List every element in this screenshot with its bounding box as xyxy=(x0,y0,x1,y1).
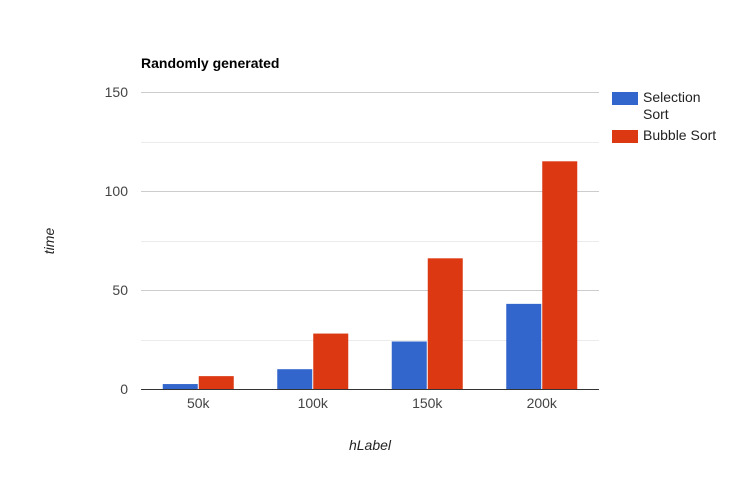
bar-selection-sort-200k[interactable] xyxy=(506,303,542,389)
bar-bubble-sort-50k[interactable] xyxy=(198,376,234,389)
chart-title: Randomly generated xyxy=(141,55,279,71)
legend-label: Bubble Sort xyxy=(643,127,716,143)
legend-swatch xyxy=(612,92,638,105)
y-tick-labels: 0 50 100 150 xyxy=(105,84,129,397)
x-tick-label: 200k xyxy=(527,395,558,411)
x-tick-label: 150k xyxy=(412,395,443,411)
gridlines xyxy=(141,92,599,341)
bar-bubble-sort-150k[interactable] xyxy=(427,258,463,389)
bar-selection-sort-100k[interactable] xyxy=(277,369,313,389)
bar-selection-sort-50k[interactable] xyxy=(162,384,198,389)
x-axis-title: hLabel xyxy=(349,437,392,453)
bar-selection-sort-150k[interactable] xyxy=(391,341,427,389)
legend-item-bubble-sort[interactable]: Bubble Sort xyxy=(612,127,716,143)
y-tick-label: 0 xyxy=(120,381,128,397)
legend-item-selection-sort[interactable]: Selection Sort xyxy=(612,89,701,122)
y-tick-label: 50 xyxy=(112,282,128,298)
y-axis-title: time xyxy=(41,228,57,255)
bars xyxy=(162,161,578,389)
x-tick-labels: 50k 100k 150k 200k xyxy=(187,395,558,411)
x-tick-label: 100k xyxy=(298,395,329,411)
legend-swatch xyxy=(612,130,638,143)
bar-bubble-sort-100k[interactable] xyxy=(313,333,349,389)
legend-label: Selection Sort xyxy=(643,89,701,122)
bar-bubble-sort-200k[interactable] xyxy=(542,161,578,389)
y-tick-label: 150 xyxy=(105,84,129,100)
legend[interactable]: Selection Sort Bubble Sort xyxy=(612,89,716,143)
x-tick-label: 50k xyxy=(187,395,211,411)
y-tick-label: 100 xyxy=(105,183,129,199)
